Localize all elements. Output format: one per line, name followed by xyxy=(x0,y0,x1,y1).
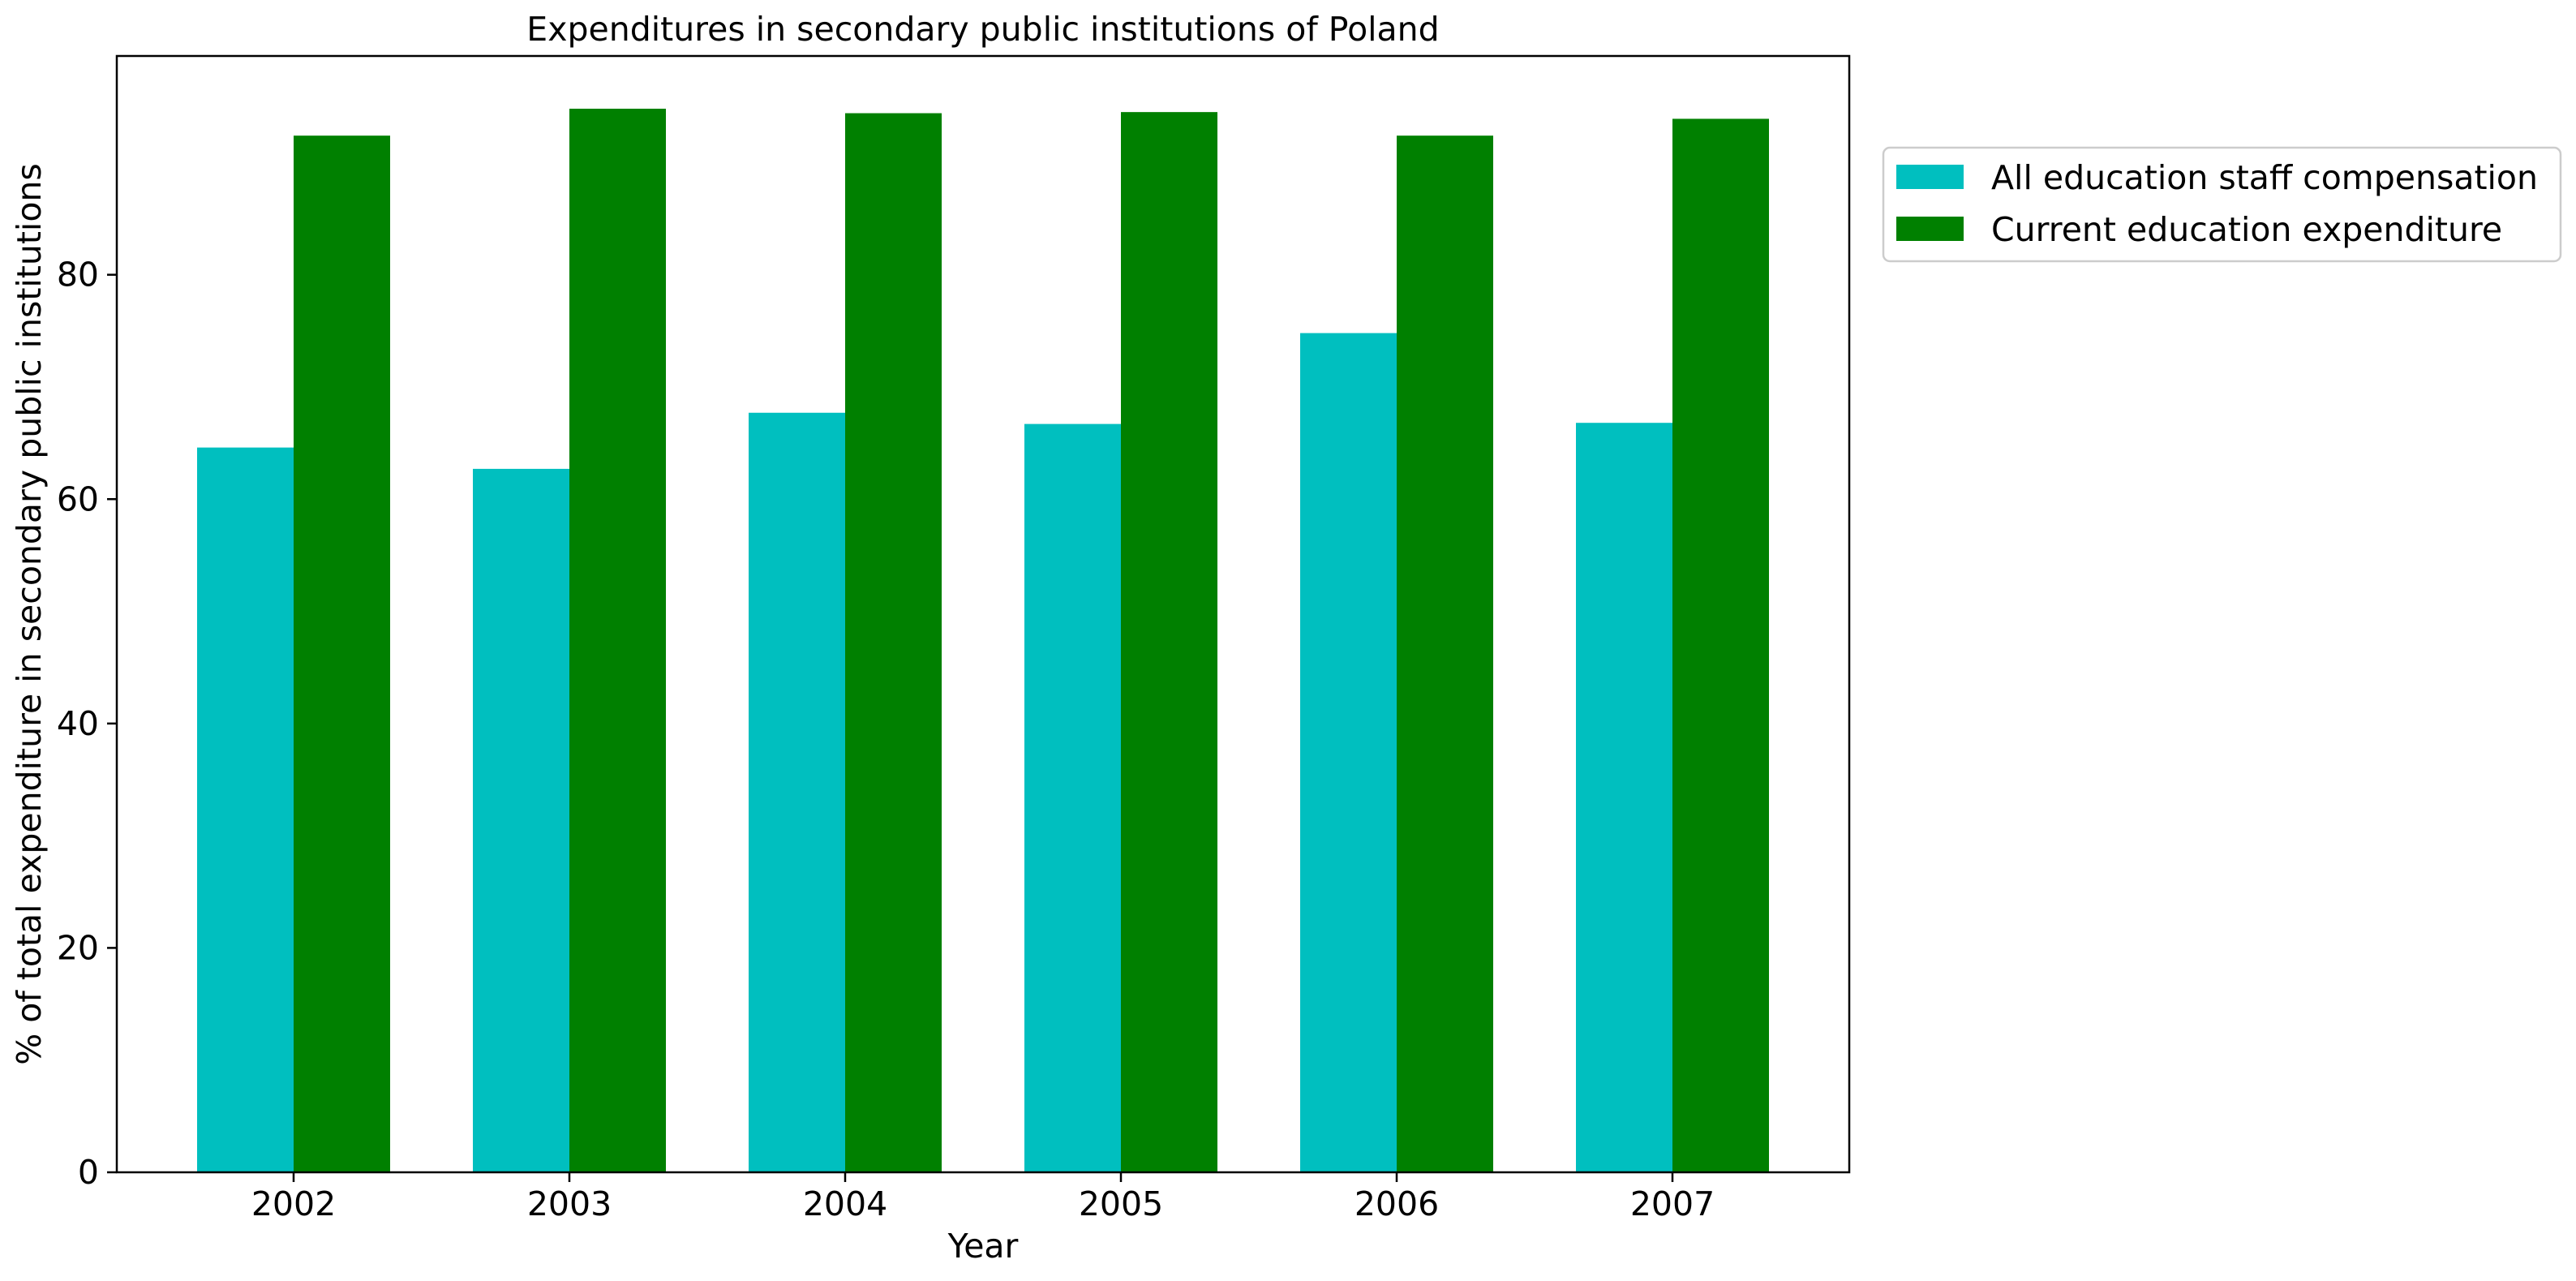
x-tick-label-2005: 2005 xyxy=(1079,1184,1163,1223)
bar-current-expenditure-2005 xyxy=(1121,112,1217,1172)
bar-current-expenditure-2006 xyxy=(1397,135,1493,1173)
chart-title: Expenditures in secondary public institu… xyxy=(526,10,1439,49)
bar-current-expenditure-2004 xyxy=(845,113,942,1172)
plot-frame xyxy=(115,54,1851,1174)
y-tick-label-20: 20 xyxy=(57,928,99,967)
y-tick-label-40: 40 xyxy=(57,704,99,743)
x-tick-label-2007: 2007 xyxy=(1630,1184,1715,1223)
bar-current-expenditure-2007 xyxy=(1672,118,1769,1172)
bar-staff-compensation-2007 xyxy=(1576,423,1672,1172)
bar-staff-compensation-2002 xyxy=(197,447,294,1172)
x-axis-label: Year xyxy=(947,1227,1019,1266)
y-axis-label: % of total expenditure in secondary publ… xyxy=(10,163,49,1064)
legend-swatch-current-expenditure xyxy=(1896,217,1964,241)
legend-frame xyxy=(1882,146,2562,263)
legend-label-staff-compensation: All education staff compensation xyxy=(1991,158,2538,197)
x-tick-label-2004: 2004 xyxy=(803,1184,887,1223)
y-axis: 0 20 40 60 80 xyxy=(57,256,117,1192)
legend-swatch-staff-compensation xyxy=(1896,165,1964,189)
y-tick-label-80: 80 xyxy=(57,256,99,294)
y-tick-label-0: 0 xyxy=(78,1153,99,1192)
bar-staff-compensation-2003 xyxy=(473,468,569,1172)
x-axis: 2002 2003 2004 2005 2006 2007 xyxy=(251,1172,1715,1223)
bar-staff-compensation-2004 xyxy=(749,412,845,1172)
bar-current-expenditure-2002 xyxy=(294,135,390,1173)
bar-current-expenditure-2003 xyxy=(569,108,666,1173)
x-tick-label-2003: 2003 xyxy=(527,1184,612,1223)
legend-label-current-expenditure: Current education expenditure xyxy=(1991,210,2502,249)
x-tick-label-2002: 2002 xyxy=(251,1184,336,1223)
x-tick-label-2006: 2006 xyxy=(1355,1184,1439,1223)
bar-staff-compensation-2006 xyxy=(1300,333,1397,1173)
bar-staff-compensation-2005 xyxy=(1024,423,1121,1172)
y-tick-label-60: 60 xyxy=(57,479,99,518)
legend: All education staff compensation Current… xyxy=(1882,146,2562,263)
bars xyxy=(197,108,1769,1173)
